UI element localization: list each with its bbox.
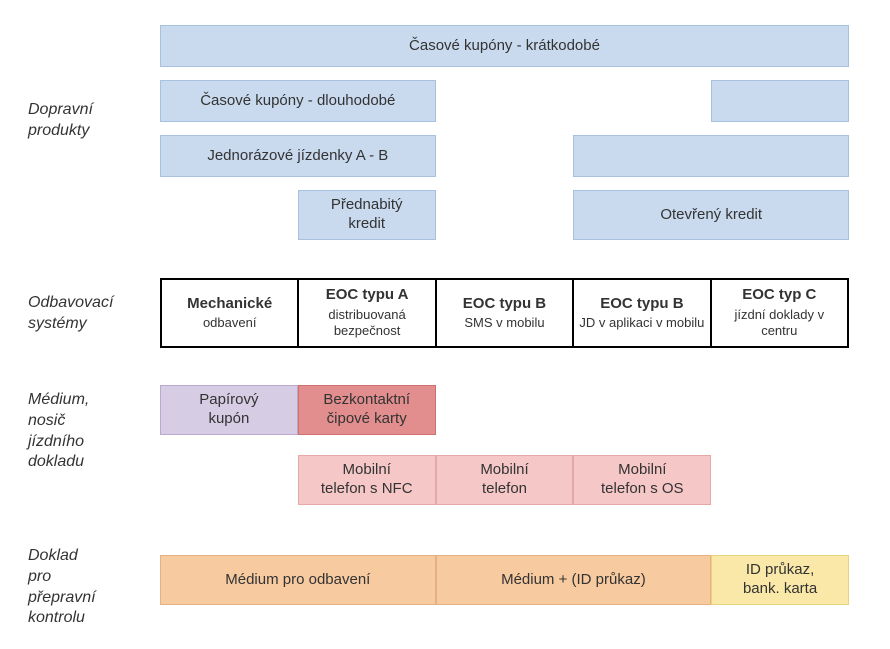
sys-col-1: EOC typu A distribuovaná bezpečnost [298,279,435,347]
sys-col-0: Mechanickéodbavení [161,279,298,347]
sys-sub-1: distribuovaná bezpečnost [328,307,405,338]
box-prepaid-credit: Přednabitýkredit [298,190,436,240]
sys-sub-3: JD v aplikaci v mobilu [579,315,704,330]
sys-sub-4: jízdní doklady v centru [734,307,824,338]
sys-head-4: EOC typ C [716,286,843,305]
sys-head-1: EOC typu A [303,286,430,305]
label-doc: Dokladpropřepravníkontrolu [28,546,96,629]
sys-head-3: EOC typu B [578,295,705,314]
box-short-coupons: Časové kupóny - krátkodobé [160,25,849,67]
sys-col-2: EOC typu BSMS v mobilu [436,279,573,347]
sys-head-0: Mechanické [166,295,293,314]
box-doc-id: ID průkaz,bank. karta [711,555,849,605]
box-single-tickets: Jednorázové jízdenky A - B [160,135,436,177]
box-paper-coupon: Papírovýkupón [160,385,298,435]
box-mobile-nfc: Mobilnítelefon s NFC [298,455,436,505]
sys-col-3: EOC typu BJD v aplikaci v mobilu [573,279,710,347]
label-products: Dopravníprodukty [28,100,93,142]
box-doc-medium-id: Médium + (ID průkaz) [436,555,712,605]
label-systems: Odbavovacísystémy [28,293,113,335]
box-single-tickets-ext [573,135,849,177]
box-doc-medium: Médium pro odbavení [160,555,436,605]
sys-col-4: EOC typ C jízdní doklady v centru [711,279,848,347]
box-open-credit: Otevřený kredit [573,190,849,240]
systems-table: Mechanickéodbavení EOC typu A distribuova… [160,278,849,348]
box-mobile-os: Mobilnítelefon s OS [573,455,711,505]
label-media: Médium,nosičjízdníhodokladu [28,390,89,473]
box-chip-card: Bezkontaktníčipové karty [298,385,436,435]
box-long-coupons: Časové kupóny - dlouhodobé [160,80,436,122]
box-mobile: Mobilnítelefon [436,455,574,505]
sys-head-2: EOC typu B [441,295,568,314]
box-long-coupons-ext [711,80,849,122]
sys-sub-2: SMS v mobilu [464,315,544,330]
sys-sub-0: odbavení [203,315,257,330]
